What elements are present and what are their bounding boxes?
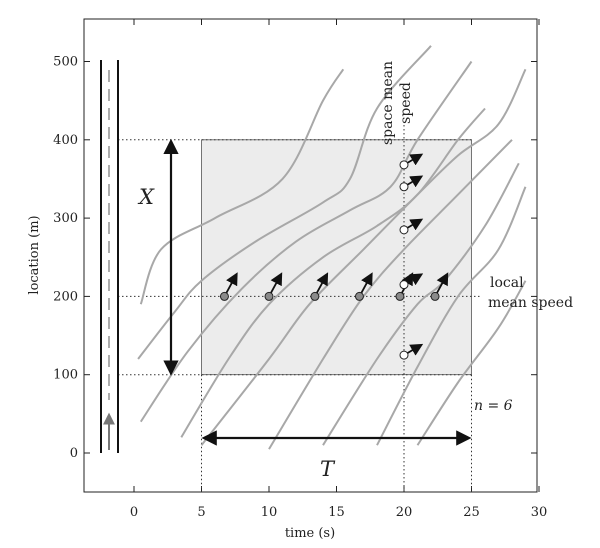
- space-speed-point: [399, 160, 409, 170]
- trajectory-8: [376, 186, 527, 446]
- x-tick-label: 5: [197, 505, 205, 520]
- x-tick-label: 20: [396, 505, 413, 520]
- x-tick-label: 15: [328, 505, 345, 520]
- local-speed-point: [219, 291, 229, 301]
- space-speed-point: [399, 280, 409, 290]
- road-illustration: [100, 60, 119, 453]
- local-mean-speed-label-line1: local: [490, 275, 524, 291]
- speed-points: [219, 153, 449, 360]
- local-speed-point: [310, 291, 320, 301]
- x-tick-label: 25: [463, 505, 480, 520]
- trajectory-2: [137, 45, 432, 360]
- trajectory-9: [416, 280, 527, 446]
- trajectory-1: [139, 68, 345, 305]
- trajectory-5: [200, 68, 527, 446]
- local-mean-speed-label-line2: mean speed: [488, 295, 573, 311]
- t-dimension-label: T: [320, 457, 336, 481]
- trajectory-7: [322, 162, 520, 446]
- space-speed-point: [399, 182, 409, 192]
- local-speed-point: [354, 291, 364, 301]
- local-speed-point: [395, 291, 405, 301]
- space-speed-point: [399, 350, 409, 360]
- y-tick-label: 200: [53, 289, 78, 304]
- space-mean-speed-label-line2: speed: [398, 82, 414, 124]
- trajectory-3: [139, 60, 473, 423]
- local-speed-point: [264, 291, 274, 301]
- space-speed-point: [399, 225, 409, 235]
- trajectory-4: [180, 107, 486, 438]
- dimension-arrows: [163, 138, 472, 446]
- y-tick-label: 300: [53, 211, 78, 226]
- y-tick-label: 400: [53, 133, 78, 148]
- y-tick-label: 500: [53, 55, 78, 70]
- y-tick-label: 0: [70, 446, 78, 461]
- y-tick-label: 100: [53, 368, 78, 383]
- space-mean-speed-label-line1: space mean: [380, 61, 396, 145]
- y-axis-label: location (m): [27, 215, 42, 294]
- labels: X T space mean speed local mean speed n …: [27, 61, 573, 541]
- x-axis-label: time (s): [285, 526, 335, 541]
- x-tick-label: 0: [130, 505, 138, 520]
- sample-count-label: n = 6: [474, 398, 513, 414]
- vehicle-trajectories: [137, 45, 527, 450]
- x-dimension-label: X: [137, 185, 155, 209]
- x-tick-label: 30: [531, 505, 548, 520]
- trajectory-6: [268, 139, 513, 450]
- local-speed-point: [430, 291, 440, 301]
- x-tick-label: 10: [261, 505, 278, 520]
